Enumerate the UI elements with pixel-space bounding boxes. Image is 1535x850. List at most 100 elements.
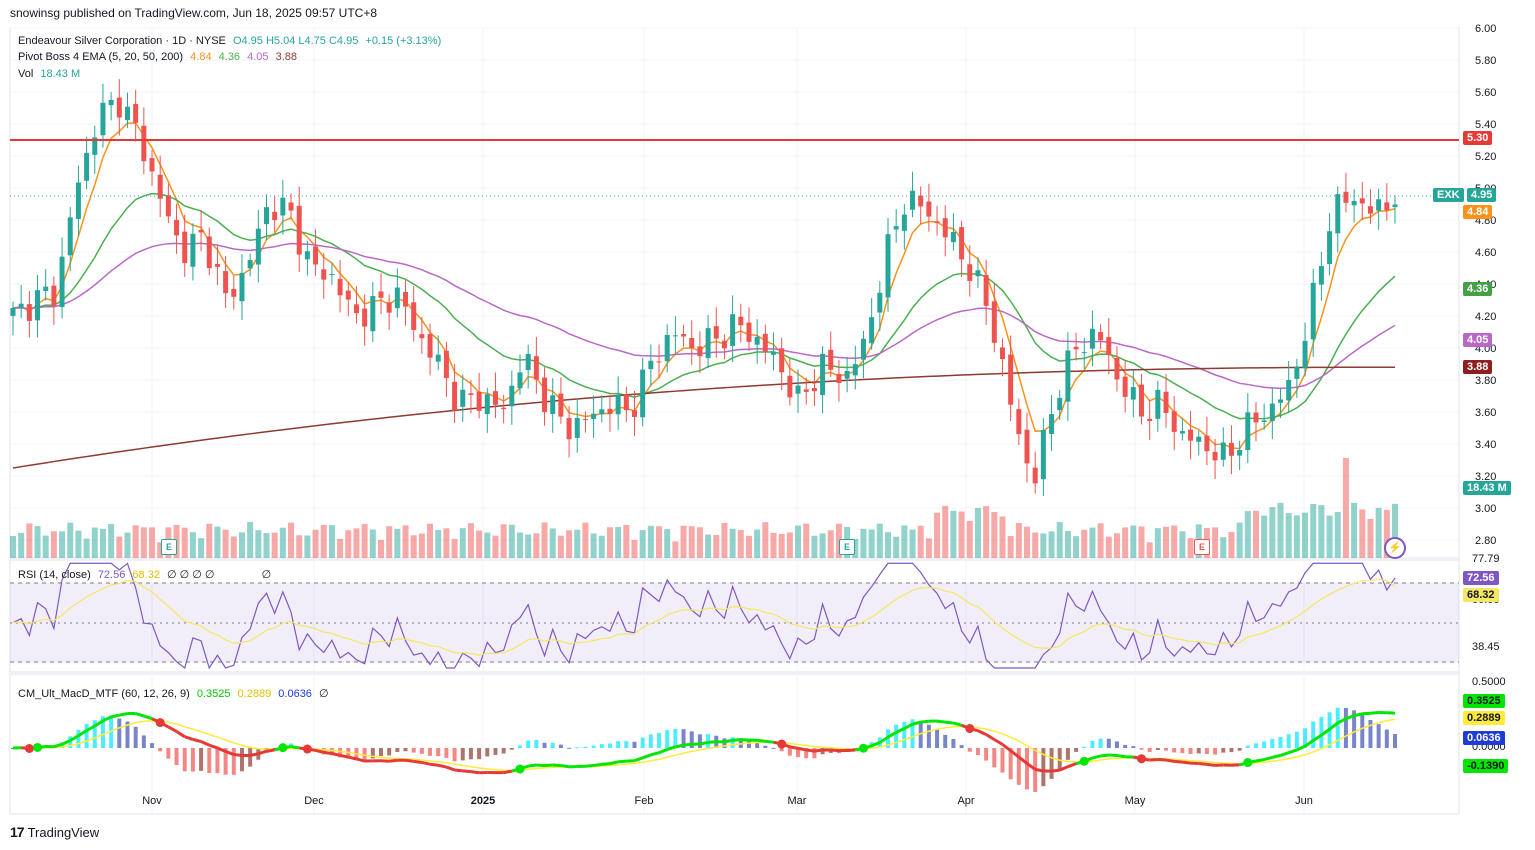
macd-histogram-bar [1155,748,1160,750]
volume-bar [549,528,556,558]
volume-bar [786,532,793,558]
ema20-value: 4.36 [218,51,241,63]
candle-body [394,287,400,309]
volume-bar [664,529,671,558]
macd-histogram-bar [248,748,253,767]
macd-histogram-bar [975,748,980,756]
macd-histogram-bar [1196,748,1201,754]
macd-histogram-bar [158,748,163,752]
macd-histogram-bar [746,741,751,748]
volume-bar [991,511,998,558]
candle-body [59,256,65,308]
earnings-event-icon[interactable]: E [839,539,855,555]
rsi-ma-line[interactable] [12,578,1396,656]
volume-bar [1277,502,1284,558]
volume-bar [124,532,131,558]
macd-histogram-bar [787,748,792,756]
candle-body [386,302,392,313]
macd-line-segment [1157,757,1167,762]
candle-body [1245,412,1251,450]
volume-bar [189,532,196,558]
volume-bar [418,533,425,558]
volume-bar [917,525,924,558]
macd-line-segment [699,740,709,746]
candle-body [607,408,613,415]
macd-histogram-bar [943,734,948,748]
candle-body [746,322,752,342]
price-tick-label: 3.60 [1475,407,1496,419]
macd-histogram-bar [1057,748,1062,771]
macd-tag-4: -0.1390 [1463,759,1509,773]
candle-body [1384,202,1390,211]
macd-histogram-bar [428,748,433,756]
macd-histogram-bar [681,729,686,748]
macd-line-segment [878,735,889,744]
lightning-icon[interactable]: ⚡ [1384,537,1406,559]
candle-body [1261,420,1267,423]
candle-body [198,229,204,233]
candle-body [10,308,16,316]
ema50-line [12,242,1396,390]
ema5-price-tag: 4.84 [1463,205,1493,219]
macd-legend[interactable]: CM_Ult_MacD_MTF (60, 12, 26, 9) 0.3525 0… [18,687,333,700]
volume-bar [827,530,834,558]
macd-line-segment [666,745,676,751]
macd-line-segment [266,748,275,753]
macd-line-segment [225,750,235,756]
symbol-legend[interactable]: Endeavour Silver Corporation · 1D · NYSE… [18,35,445,47]
macd-histogram-bar [1065,748,1070,760]
candle-body [264,207,270,225]
volume-bar [1171,525,1178,558]
volume-bar [238,532,245,558]
macd-histogram-bar [329,748,334,756]
volume-bar [1130,525,1137,558]
earnings-event-icon[interactable]: E [161,539,177,555]
volume-bar [1302,512,1309,558]
ema-legend[interactable]: Pivot Boss 4 EMA (5, 20, 50, 200) 4.84 4… [18,51,301,63]
macd-histogram-bar [1368,720,1373,748]
volume-bar [247,522,254,558]
macd-line-segment [85,724,96,732]
price-tick-label: 3.40 [1475,439,1496,451]
volume-bar [852,538,859,558]
candle-body [443,350,449,379]
macd-histogram-bar [657,732,662,748]
candle-body [1122,376,1128,397]
vol-legend[interactable]: Vol 18.43 M [18,68,84,80]
volume-bar [484,532,491,558]
candle-body [959,227,965,260]
volume-bar [328,525,335,558]
candle-body [1237,449,1243,456]
candle-body [533,356,539,380]
macd-line-segment [69,734,80,742]
rsi-ma-value: 68.32 [132,569,160,581]
volume-bar [50,531,57,558]
volume-bar [1007,535,1014,558]
macd-line-segment [895,727,906,734]
candle-body [452,381,458,411]
candle-body [623,394,629,411]
macd-line-segment [1337,717,1347,725]
macd-value-4: ∅ [319,688,329,700]
volume-bar [500,524,507,558]
macd-line-segment [184,735,194,741]
macd-histogram-bar [1188,748,1193,754]
candle-body [427,334,433,358]
volume-bar [42,535,49,558]
macd-histogram-bar [1016,748,1021,785]
candle-body [18,303,24,308]
rsi-legend[interactable]: RSI (14, close) 72.56 68.32 ∅ ∅ ∅ ∅ ∅ [18,568,275,581]
rsi-pane[interactable] [9,559,1460,673]
candle-body [26,304,32,321]
macd-line-segment [912,720,922,726]
rsi-line[interactable] [12,562,1396,670]
volume-bar [1244,511,1251,558]
macd-histogram-bar [1139,748,1144,750]
earnings-event-icon[interactable]: E [1194,539,1210,555]
candle-body [999,347,1005,360]
macd-line-segment [135,712,145,718]
macd-histogram-bar [485,748,490,757]
volume-bar [1326,515,1333,558]
macd-line-segment [1092,754,1101,760]
